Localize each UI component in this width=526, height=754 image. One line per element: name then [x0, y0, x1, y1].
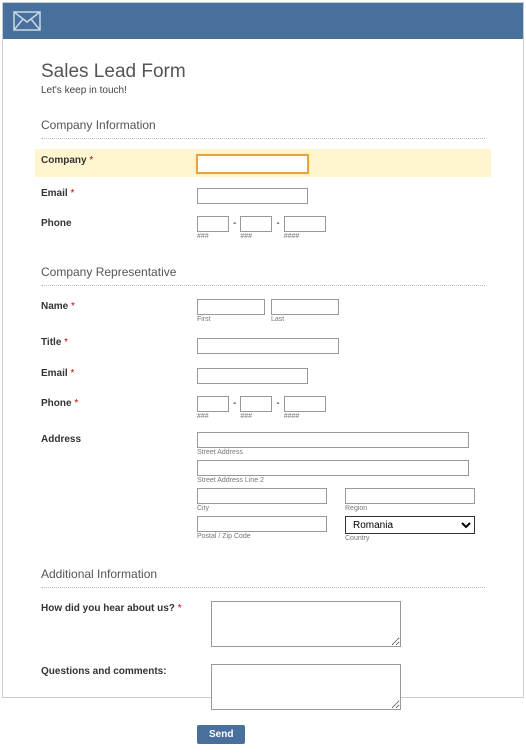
sublabel-region: Region [345, 505, 485, 512]
row-hear: How did you hear about us? * [41, 598, 485, 655]
send-button[interactable]: Send [197, 725, 245, 744]
label-address: Address [41, 432, 197, 445]
postal-input[interactable] [197, 516, 327, 532]
sublabel-postal: Postal / Zip Code [197, 533, 337, 540]
last-name-input[interactable] [271, 299, 339, 315]
row-company: Company * [35, 149, 491, 177]
label-hear: How did you hear about us? * [41, 601, 211, 614]
button-row: Send [197, 724, 485, 744]
sublabel-street2: Street Address Line 2 [197, 477, 485, 484]
phone-separator: - [233, 396, 236, 409]
phone-separator: - [233, 216, 236, 229]
row-rep-phone: Phone * ### - ### - #### [41, 393, 485, 423]
sublabel-city: City [197, 505, 337, 512]
envelope-icon [13, 11, 41, 31]
hear-textarea[interactable] [211, 601, 401, 647]
street-address2-input[interactable] [197, 460, 469, 476]
rep-phone-prefix[interactable] [240, 396, 272, 412]
required-mark: * [70, 188, 74, 199]
label-company: Company * [41, 153, 197, 166]
sublabel-last: Last [271, 316, 339, 323]
label-title-text: Title [41, 337, 61, 348]
company-email-input[interactable] [197, 188, 308, 204]
sublabel-country: Country [345, 535, 485, 542]
label-rep-email-text: Email [41, 368, 68, 379]
first-name-input[interactable] [197, 299, 265, 315]
required-mark: * [71, 301, 75, 312]
divider [41, 285, 485, 286]
header-bar [3, 3, 523, 39]
rep-phone-line[interactable] [284, 396, 326, 412]
label-hear-text: How did you hear about us? [41, 603, 175, 614]
label-company-phone: Phone [41, 216, 197, 229]
company-phone-line[interactable] [284, 216, 326, 232]
sublabel-rphone3: #### [284, 413, 326, 420]
sublabel-phone2: ### [240, 233, 272, 240]
section-rep-heading: Company Representative [41, 265, 485, 279]
street-address-input[interactable] [197, 432, 469, 448]
required-mark: * [74, 398, 78, 409]
row-company-email: Email * [41, 183, 485, 208]
row-name: Name * First Last [41, 296, 485, 326]
section-additional-heading: Additional Information [41, 567, 485, 581]
form-window: Sales Lead Form Let's keep in touch! Com… [2, 2, 524, 698]
label-questions: Questions and comments: [41, 664, 211, 677]
form-content: Sales Lead Form Let's keep in touch! Com… [3, 39, 523, 754]
label-company-email-text: Email [41, 188, 68, 199]
company-phone-prefix[interactable] [240, 216, 272, 232]
section-company-heading: Company Information [41, 118, 485, 132]
country-select[interactable]: Romania [345, 516, 475, 534]
required-mark: * [178, 603, 182, 614]
label-company-text: Company [41, 155, 87, 166]
row-address: Address Street Address Street Address Li… [41, 429, 485, 545]
required-mark: * [64, 337, 68, 348]
label-rep-email: Email * [41, 366, 197, 379]
label-name-text: Name [41, 301, 68, 312]
company-input[interactable] [197, 155, 308, 173]
sublabel-rphone1: ### [197, 413, 229, 420]
phone-separator: - [276, 396, 279, 409]
sublabel-street: Street Address [197, 449, 485, 456]
label-company-email: Email * [41, 186, 197, 199]
company-phone-area[interactable] [197, 216, 229, 232]
label-title: Title * [41, 335, 197, 348]
divider [41, 138, 485, 139]
form-title: Sales Lead Form [41, 61, 485, 83]
label-rep-phone: Phone * [41, 396, 197, 409]
label-rep-phone-text: Phone [41, 398, 72, 409]
row-rep-email: Email * [41, 363, 485, 388]
form-subtitle: Let's keep in touch! [41, 85, 485, 96]
sublabel-phone1: ### [197, 233, 229, 240]
required-mark: * [70, 368, 74, 379]
rep-phone-area[interactable] [197, 396, 229, 412]
sublabel-rphone2: ### [240, 413, 272, 420]
questions-textarea[interactable] [211, 664, 401, 710]
divider [41, 587, 485, 588]
title-input[interactable] [197, 338, 339, 354]
row-company-phone: Phone ### - ### - #### [41, 213, 485, 243]
row-questions: Questions and comments: [41, 661, 485, 718]
sublabel-first: First [197, 316, 265, 323]
phone-separator: - [276, 216, 279, 229]
row-title: Title * [41, 332, 485, 357]
region-input[interactable] [345, 488, 475, 504]
required-mark: * [89, 155, 93, 166]
rep-email-input[interactable] [197, 368, 308, 384]
sublabel-phone3: #### [284, 233, 326, 240]
city-input[interactable] [197, 488, 327, 504]
label-name: Name * [41, 299, 197, 312]
